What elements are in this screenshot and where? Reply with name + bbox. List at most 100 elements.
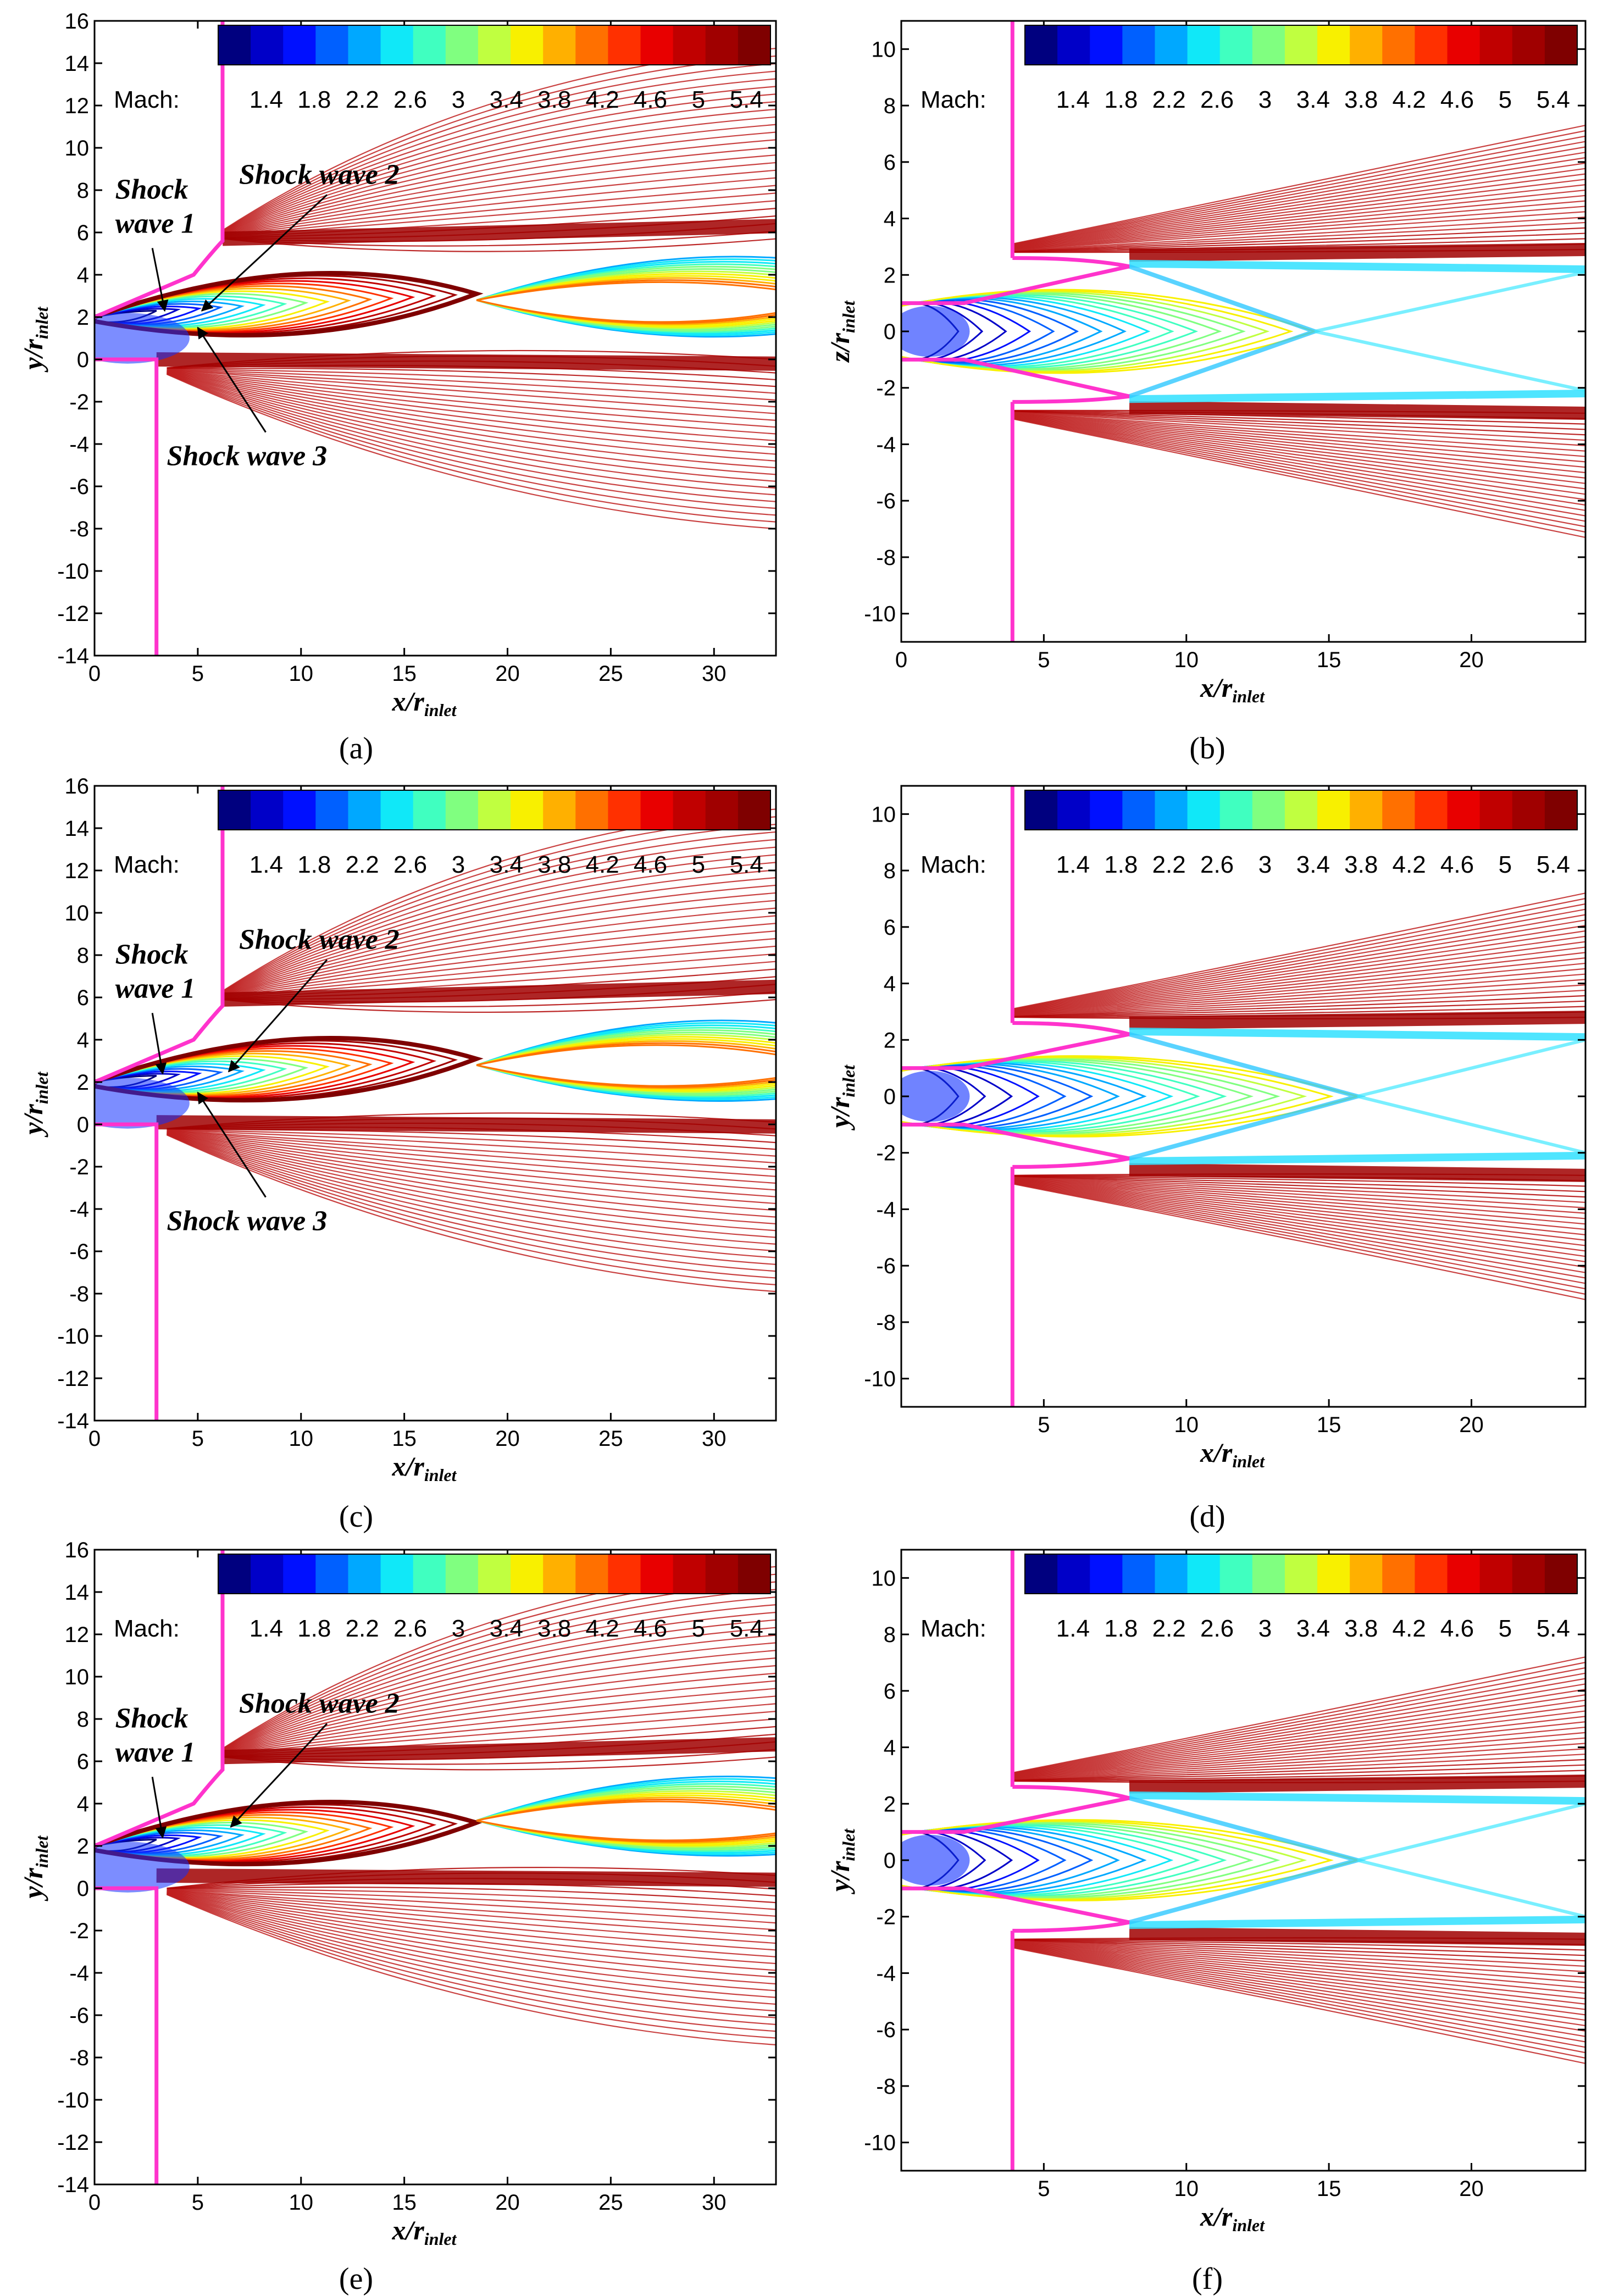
lower-plume-contour bbox=[167, 1890, 776, 1951]
downstream-cell-contour bbox=[476, 299, 776, 323]
colorbar-tick-label: 1.4 bbox=[1056, 1615, 1090, 1642]
upper-plume-contour bbox=[222, 185, 776, 237]
lower-plume-contour bbox=[167, 1890, 776, 1965]
caption-f: (f) bbox=[1192, 2262, 1223, 2296]
colorbar-segment bbox=[1090, 25, 1123, 65]
colorbar-tick-label: 3 bbox=[1258, 86, 1272, 113]
plume-contour bbox=[1012, 130, 1585, 245]
y-axis-label-subscript: inlet bbox=[32, 1835, 52, 1868]
colorbar-tick-label: 2.6 bbox=[393, 1615, 427, 1642]
plume-contour bbox=[1012, 413, 1585, 468]
colorbar-tick-label: 3.4 bbox=[1296, 1615, 1330, 1642]
upper-plume-contour bbox=[222, 839, 776, 993]
plume-contour bbox=[1012, 1946, 1585, 2059]
colorbar-segment bbox=[283, 790, 316, 830]
colorbar-tick-label: 3.8 bbox=[1344, 86, 1378, 113]
lower-wall bbox=[901, 1886, 1130, 2171]
lower-plume-contour bbox=[167, 1133, 776, 1252]
lower-plume-contour bbox=[167, 369, 776, 408]
contour-field bbox=[95, 1566, 776, 2045]
colorbar-label: Mach: bbox=[114, 86, 180, 113]
x-tick-label: 10 bbox=[289, 2190, 314, 2215]
x-tick-label: 5 bbox=[1038, 1413, 1050, 1437]
plume-contour bbox=[1012, 1178, 1585, 1230]
colorbar-segment bbox=[1025, 790, 1058, 830]
y-tick-label: 2 bbox=[884, 1792, 896, 1816]
colorbar-segment bbox=[1382, 1554, 1415, 1594]
shear-band bbox=[1129, 243, 1585, 262]
upper-plume-contour bbox=[222, 884, 776, 995]
shock-annotation-arrow bbox=[151, 248, 169, 312]
colorbar-tick-label: 4.2 bbox=[1393, 851, 1426, 878]
plume-contour bbox=[1012, 414, 1585, 474]
plume-contour bbox=[1012, 1180, 1585, 1257]
y-tick-label: -8 bbox=[876, 2075, 896, 2099]
upper-plume-contour bbox=[222, 1756, 776, 1771]
colorbar-tick-label: 1.8 bbox=[297, 1615, 331, 1642]
plot-area bbox=[95, 1550, 776, 2184]
colorbar-segment bbox=[1057, 25, 1090, 65]
lower-plume-contour bbox=[167, 1894, 776, 2039]
upper-wall bbox=[93, 786, 225, 1084]
upper-plume-contour bbox=[222, 862, 776, 994]
colorbar-segment bbox=[608, 790, 641, 830]
downstream-cell-contour bbox=[476, 1044, 776, 1066]
x-tick-label: 15 bbox=[392, 1427, 417, 1451]
plume-contour bbox=[1012, 195, 1585, 249]
lower-plume-contour bbox=[167, 368, 776, 394]
colorbar-segment bbox=[1317, 1554, 1350, 1594]
plume-contour bbox=[1012, 216, 1585, 251]
lower-plume-contour bbox=[167, 371, 776, 469]
colorbar-tick-label: 1.4 bbox=[1056, 851, 1090, 878]
plume-contour bbox=[1012, 415, 1585, 490]
plume-contour bbox=[1012, 1726, 1585, 1778]
y-tick-label: -2 bbox=[876, 376, 896, 401]
y-tick-label: 10 bbox=[872, 802, 896, 827]
y-tick-label: 6 bbox=[77, 986, 89, 1010]
colorbar-tick-label: 5 bbox=[1499, 86, 1512, 113]
y-tick-label: 8 bbox=[77, 179, 89, 203]
colorbar-segment bbox=[1512, 25, 1545, 65]
plume-contour bbox=[1012, 141, 1585, 246]
plume-contour bbox=[1012, 1179, 1585, 1246]
upper-plume-contour bbox=[222, 999, 776, 1013]
plume-contour bbox=[1012, 1178, 1585, 1225]
shock-annotation-line: wave 1 bbox=[115, 973, 196, 1004]
colorbar-tick-label: 5 bbox=[692, 1615, 705, 1642]
caption-a: (a) bbox=[339, 731, 373, 766]
upper-plume-contour bbox=[222, 846, 776, 994]
lower-plume-contour bbox=[167, 369, 776, 401]
panel-a: 0 5 10 15 20 25 30 -14 -12 -10 -8 -6 -4 -2 0 2 4 6 8 10 12 14… bbox=[18, 9, 777, 720]
y-tick-label: 2 bbox=[884, 263, 896, 287]
plume-contour bbox=[1012, 418, 1585, 533]
y-tick-label: 16 bbox=[65, 774, 90, 798]
shear-band-inner bbox=[1129, 1791, 1585, 1805]
colorbar-segment bbox=[608, 1554, 641, 1594]
colorbar-tick-label: 2.6 bbox=[1200, 86, 1234, 113]
plume-contour bbox=[1012, 232, 1585, 252]
colorbar-segment bbox=[1317, 25, 1350, 65]
lower-plume-contour bbox=[167, 373, 776, 523]
plume-contour bbox=[1012, 1672, 1585, 1774]
colorbar-segment bbox=[445, 1554, 479, 1594]
shear-band-inner bbox=[1129, 259, 1585, 273]
colorbar-label: Mach: bbox=[114, 1615, 180, 1642]
colorbar-segment bbox=[218, 25, 251, 65]
colorbar-segment bbox=[1479, 25, 1513, 65]
colorbar-segment bbox=[1350, 25, 1383, 65]
colorbar-segment bbox=[1025, 1554, 1058, 1594]
plume-contour bbox=[1012, 1181, 1585, 1268]
lower-plume-contour bbox=[167, 1889, 776, 1924]
downstream-cell-contour bbox=[476, 1064, 776, 1087]
lower-shear-band bbox=[156, 1115, 776, 1134]
colorbar-segment bbox=[1219, 25, 1253, 65]
lower-plume-contour bbox=[167, 369, 776, 414]
colorbar-tick-label: 3.4 bbox=[1296, 86, 1330, 113]
upper-plume-contour bbox=[222, 1680, 776, 1755]
lower-plume-contour bbox=[167, 1130, 776, 1191]
plume-contour bbox=[1012, 1683, 1585, 1776]
lower-plume-contour bbox=[167, 1886, 776, 1904]
x-tick-label: 30 bbox=[702, 662, 727, 686]
colorbar-segment bbox=[348, 1554, 381, 1594]
plume-contour bbox=[1012, 1183, 1585, 1295]
